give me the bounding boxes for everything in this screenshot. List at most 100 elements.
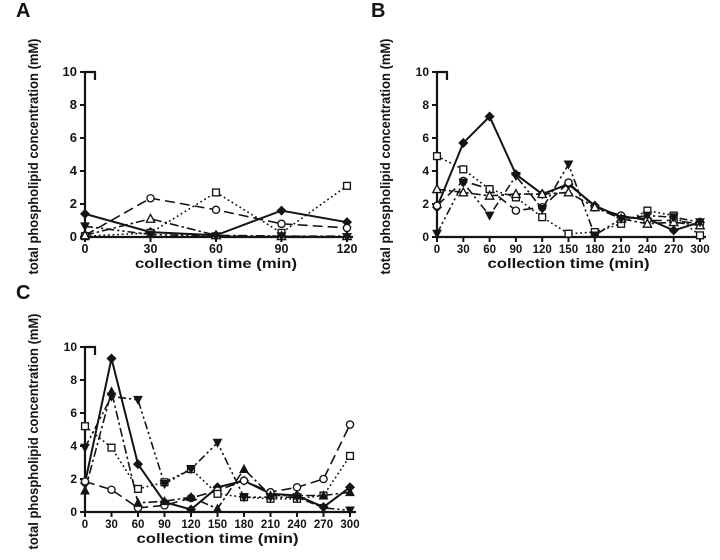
panel-a-chart: 0 30 60 90 120 0 2 4 6 8 10 collection time (min) to… (26, 39, 357, 275)
y-tick-label: 0 (422, 230, 429, 244)
panel-a-letter: A (16, 0, 31, 22)
marker-square-open (107, 443, 116, 452)
y-tick-label: 4 (70, 163, 78, 178)
y-tick-label: 2 (70, 196, 77, 211)
series-line-diamond-solid (436, 114, 701, 232)
marker-triangle-open (431, 183, 443, 194)
y-tick-label: 2 (70, 472, 77, 486)
series-line-circle-dashed (436, 179, 701, 225)
marker-triangle-down-filled (145, 230, 156, 240)
y-axis-label: total phospholipid concentration (mM) (378, 39, 393, 275)
marker-triangle-open (484, 189, 495, 200)
marker-triangle-down-filled (159, 480, 170, 490)
x-tick-label: 300 (690, 244, 709, 256)
marker-triangle-down-filled (211, 232, 221, 242)
y-tick-label: 10 (416, 65, 430, 79)
y-tick-label: 6 (70, 130, 77, 145)
marker-circle-open (319, 474, 328, 484)
marker-diamond-filled (132, 459, 144, 470)
marker-triangle-down-filled (239, 493, 249, 503)
marker-triangle-open (563, 186, 574, 197)
x-tick-label: 120 (533, 244, 552, 256)
marker-square-open (211, 188, 221, 197)
marker-triangle-filled (345, 486, 355, 497)
y-tick-label: 8 (70, 97, 77, 112)
y-tick-label: 8 (422, 98, 429, 112)
marker-triangle-down-filled (432, 229, 442, 239)
marker-circle-open (239, 476, 249, 485)
marker-triangle-down-filled (80, 443, 90, 453)
y-tick-label: 6 (422, 131, 429, 145)
y-tick-label: 8 (70, 373, 77, 387)
x-tick-label: 90 (275, 242, 289, 256)
marker-diamond-filled (484, 111, 495, 122)
x-tick-label: 90 (510, 244, 523, 256)
marker-triangle-down-filled (318, 503, 329, 514)
marker-triangle-filled (318, 490, 329, 500)
x-tick-label: 270 (664, 244, 683, 256)
x-tick-label: 180 (585, 244, 604, 256)
y-tick-label: 0 (70, 505, 77, 519)
marker-triangle-down-filled (276, 232, 287, 242)
marker-circle-open (345, 420, 355, 429)
x-tick-label: 0 (434, 244, 440, 256)
y-tick-label: 6 (70, 406, 77, 420)
marker-triangle-filled (212, 503, 223, 513)
marker-diamond-filled (276, 205, 287, 216)
x-tick-label: 60 (483, 244, 496, 256)
marker-triangle-open (510, 188, 522, 199)
marker-triangle-filled (186, 491, 196, 502)
marker-triangle-down-filled (345, 506, 355, 516)
y-tick-label: 10 (64, 340, 78, 354)
marker-square-open (133, 484, 143, 493)
marker-square-open (538, 213, 547, 222)
marker-triangle-open (457, 186, 469, 197)
x-axis-label: collection time (min) (137, 530, 299, 546)
marker-triangle-down-filled (212, 438, 223, 448)
marker-square-open (80, 422, 90, 431)
x-tick-label: 150 (559, 244, 578, 256)
x-tick-label: 0 (82, 519, 88, 531)
marker-square-open (695, 231, 705, 240)
marker-circle-open (292, 482, 302, 492)
marker-triangle-down-filled (458, 178, 469, 188)
x-axis-label: collection time (min) (488, 255, 650, 271)
panel-b: B 0 30 60 90 120 150 180 210 240 270 300 0 2 4 6 8 10 col… (360, 0, 720, 280)
marker-triangle-down-filled (642, 211, 653, 221)
marker-triangle-down-filled (342, 233, 352, 243)
marker-square-open (345, 451, 355, 460)
x-tick-label: 90 (158, 519, 171, 531)
marker-diamond-filled (668, 225, 679, 236)
marker-diamond-filled (185, 504, 197, 515)
marker-circle-open (432, 201, 442, 210)
x-tick-label: 60 (209, 242, 223, 256)
x-tick-label: 150 (208, 519, 227, 531)
marker-square-open (432, 152, 442, 161)
y-tick-label: 0 (70, 229, 77, 244)
marker-triangle-down-filled (537, 205, 548, 215)
panel-b-letter: B (371, 0, 386, 22)
marker-square-open (564, 229, 573, 238)
marker-triangle-open (536, 188, 548, 199)
panel-b-chart: 0 30 60 90 120 150 180 210 240 270 300 0 2 4 6 8 10 colle… (378, 39, 710, 275)
panel-a: A 0 30 60 90 120 0 2 4 6 8 10 collection time (min)… (0, 0, 360, 280)
panel-c: C 0 30 60 90 120 150 180 210 240 270 300 0 2 4 6 8 10 col… (0, 280, 360, 560)
panel-c-chart: 0 30 60 90 120 150 180 210 240 270 300 0 2 4 6 8 10 colle… (26, 314, 360, 550)
x-tick-label: 0 (82, 242, 89, 256)
marker-triangle-down-filled (106, 392, 117, 402)
marker-triangle-down-filled (563, 160, 574, 170)
y-axis-label: total phospholipid concentration (mM) (26, 39, 41, 275)
y-axis-label: total phospholipid concentration (mM) (26, 314, 41, 550)
y-tick-label: 4 (422, 164, 429, 178)
y-tick-label: 2 (422, 197, 429, 211)
marker-circle-open (277, 219, 286, 229)
x-tick-label: 120 (181, 519, 200, 531)
x-tick-label: 60 (132, 519, 145, 531)
x-tick-label: 30 (144, 242, 158, 256)
marker-triangle-open (589, 201, 601, 212)
x-axis-label: collection time (min) (135, 255, 297, 271)
marker-circle-open (80, 477, 90, 486)
x-tick-label: 210 (261, 519, 280, 531)
marker-triangle-down-filled (133, 395, 143, 406)
